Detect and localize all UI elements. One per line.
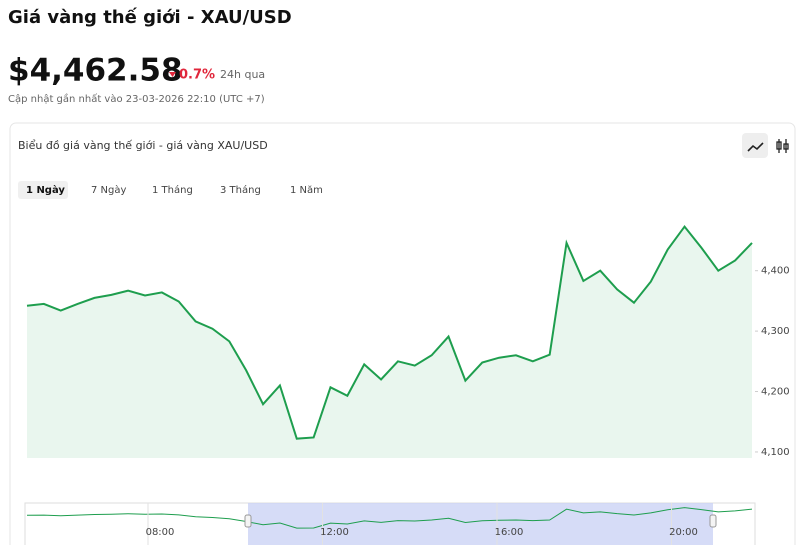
y-tick-label: 4,400 <box>761 266 790 277</box>
tab-active-bg <box>18 181 68 199</box>
tab[interactable]: 1 Tháng <box>152 184 193 196</box>
x-tick-label: 12:00 <box>320 527 349 538</box>
area <box>27 226 752 458</box>
tab[interactable]: 1 Ngày <box>26 184 65 196</box>
y-tick-label: 4,300 <box>761 326 790 337</box>
price: $4,462.58 <box>8 53 183 89</box>
navigator-handle[interactable] <box>709 514 717 528</box>
tab[interactable]: 3 Tháng <box>220 184 261 196</box>
page-title: Giá vàng thế giới - XAU/USD <box>8 7 292 28</box>
navigator-selection <box>248 503 713 545</box>
tabs: 1 Ngày 7 Ngày 1 Tháng 3 Tháng 1 Năm <box>18 181 323 199</box>
x-tick-label: 16:00 <box>495 527 524 538</box>
navigator-handle[interactable] <box>244 514 252 528</box>
x-tick-label: 20:00 <box>669 527 698 538</box>
down-arrow <box>169 72 176 77</box>
line-icon <box>747 142 764 152</box>
y-tick-label: 4,100 <box>761 447 790 458</box>
price-line <box>26 224 753 440</box>
x-tick-label: 08:00 <box>146 527 175 538</box>
tab[interactable]: 1 Năm <box>290 185 323 196</box>
plot: 4,100 4,200 4,300 4,400 <box>26 224 790 458</box>
card-title: Biểu đồ giá vàng thế giới - giá vàng XAU… <box>18 139 268 152</box>
y-tick-label: 4,200 <box>761 387 790 398</box>
line-chart-button[interactable] <box>742 133 768 158</box>
change: 0.7% <box>179 68 215 83</box>
period: 24h qua <box>220 68 265 81</box>
updated: Cập nhật gần nhất vào 23-03-2026 22:10 (… <box>8 93 265 105</box>
tab[interactable]: 7 Ngày <box>91 184 126 196</box>
navigator: 08:00 12:00 16:00 20:00 <box>24 502 756 545</box>
candle-button[interactable] <box>776 139 789 153</box>
